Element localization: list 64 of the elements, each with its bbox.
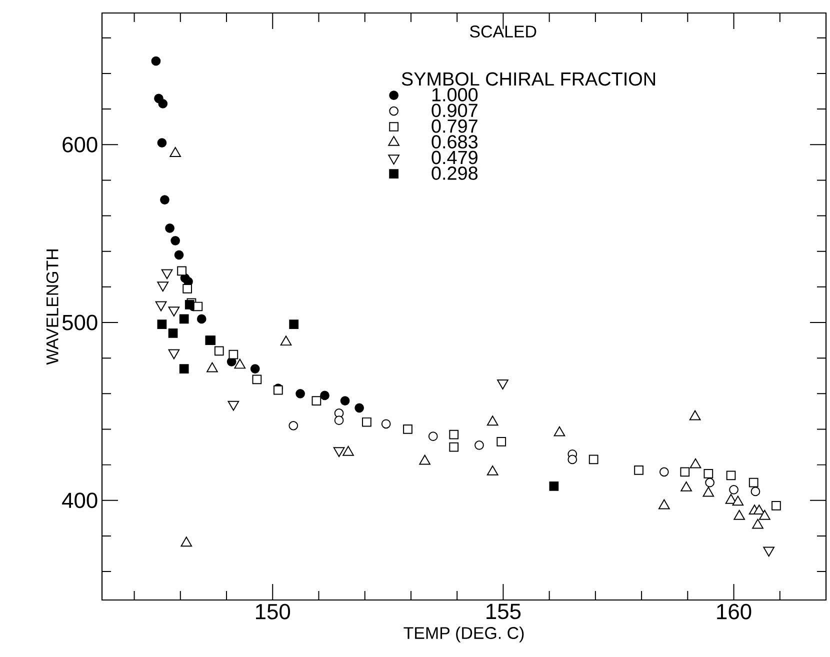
point (449, 430, 459, 440)
point (214, 346, 224, 356)
point (157, 138, 167, 148)
point (753, 504, 765, 515)
point (180, 536, 192, 547)
point (734, 510, 745, 520)
point (168, 328, 178, 338)
point (690, 458, 702, 468)
point (296, 388, 305, 398)
point (726, 470, 736, 480)
legend-label: 0.298 (432, 166, 478, 180)
point (486, 416, 498, 426)
point (158, 99, 168, 108)
y-axis-title: WAVELENGTH (46, 250, 58, 365)
point (732, 496, 744, 506)
point (170, 147, 181, 158)
point (354, 403, 364, 413)
y-tick-label: 600 (62, 136, 98, 152)
point (174, 250, 184, 260)
point (554, 426, 566, 436)
point (320, 390, 330, 400)
point (748, 478, 758, 488)
point (170, 236, 180, 246)
point (234, 358, 246, 369)
point (179, 314, 189, 324)
legend-label: 0.479 (432, 150, 478, 164)
legend-label: 0.683 (432, 135, 478, 148)
x-tick-label: 155 (486, 604, 521, 620)
x-tick-label: 150 (256, 604, 290, 620)
point (250, 364, 260, 374)
text: SCALED (470, 26, 536, 38)
point (419, 454, 430, 465)
point (151, 56, 161, 66)
point (165, 224, 174, 233)
point (280, 336, 292, 346)
point (160, 195, 170, 204)
y-tick-label: 400 (62, 492, 98, 508)
legend-title: SYMBOL CHIRAL FRACTION (402, 72, 655, 86)
point (702, 486, 714, 497)
point (658, 499, 670, 510)
point (206, 362, 218, 372)
point (179, 364, 189, 374)
legend-label: 0.797 (432, 119, 478, 133)
point (228, 350, 238, 360)
point (252, 374, 262, 384)
point (342, 446, 354, 456)
y-tick-label: 500 (62, 314, 98, 330)
x-tick-label: 160 (717, 604, 752, 620)
point (680, 481, 692, 492)
point (549, 481, 559, 491)
point (340, 396, 350, 406)
x-axis-title: TEMP (DEG. C) (404, 626, 524, 642)
point (752, 518, 764, 529)
point (449, 442, 459, 452)
legend-label: 0.907 (432, 104, 478, 118)
legend-label: 1.000 (432, 88, 478, 102)
point (759, 510, 770, 520)
point (680, 467, 690, 477)
point (588, 454, 598, 464)
point (157, 320, 167, 329)
point (689, 410, 701, 420)
point (196, 314, 206, 324)
point (486, 465, 498, 476)
point (289, 320, 299, 329)
